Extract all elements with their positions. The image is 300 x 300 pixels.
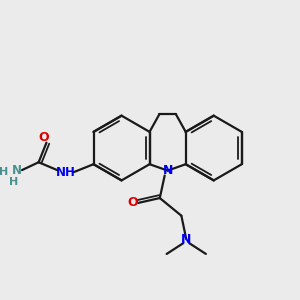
- Text: O: O: [38, 131, 49, 144]
- Text: O: O: [127, 196, 138, 209]
- Text: N: N: [181, 233, 191, 246]
- Text: H: H: [8, 177, 18, 187]
- Text: N: N: [162, 164, 173, 177]
- Text: N: N: [12, 164, 22, 177]
- Text: H: H: [0, 167, 8, 177]
- Text: NH: NH: [56, 166, 76, 178]
